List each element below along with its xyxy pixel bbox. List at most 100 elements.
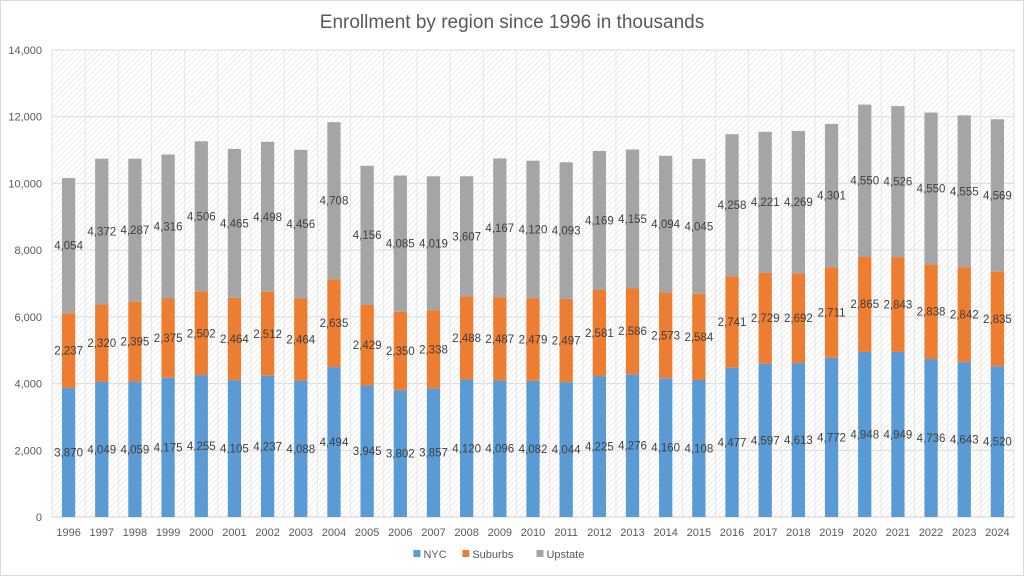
bar-upstate-2006 <box>393 175 407 312</box>
bar-suburbs-2005 <box>360 304 374 386</box>
bar-nyc-2020 <box>858 351 872 517</box>
bar-upstate-2023 <box>957 115 971 268</box>
bar-nyc-2019 <box>824 357 839 517</box>
data-label-upstate-2024: 4,569 <box>983 190 1012 202</box>
x-tick-label: 2015 <box>687 527 711 539</box>
data-label-suburbs-1996: 2,237 <box>54 346 83 358</box>
data-label-upstate-2003: 4,456 <box>286 219 315 231</box>
x-tick-label: 1996 <box>56 527 80 539</box>
data-label-suburbs-2020: 2,865 <box>850 299 879 311</box>
data-label-upstate-1997: 4,372 <box>87 227 116 239</box>
bar-upstate-1999 <box>161 154 175 299</box>
x-tick-label: 2014 <box>653 527 677 539</box>
x-tick-label: 2019 <box>819 527 843 539</box>
bar-upstate-1998 <box>128 158 142 302</box>
data-label-nyc-2017: 4,597 <box>751 435 780 447</box>
x-tick-label: 2004 <box>322 527 346 539</box>
x-tick-label: 2018 <box>786 527 810 539</box>
bar-suburbs-1998 <box>128 301 142 382</box>
x-tick-label: 2005 <box>355 527 379 539</box>
bar-upstate-1997 <box>95 158 109 305</box>
data-label-nyc-2004: 4,494 <box>320 437 349 449</box>
bar-nyc-2003 <box>294 380 308 517</box>
bar-suburbs-2021 <box>891 257 905 352</box>
bar-nyc-2009 <box>493 380 507 517</box>
data-label-nyc-2005: 3,945 <box>353 446 382 458</box>
data-label-nyc-2020: 4,948 <box>850 429 879 441</box>
bar-suburbs-1999 <box>161 298 175 378</box>
x-tick-label: 2008 <box>454 527 478 539</box>
data-label-nyc-2006: 3,802 <box>386 449 415 461</box>
bar-nyc-2008 <box>460 379 474 517</box>
data-label-suburbs-2003: 2,464 <box>286 335 315 347</box>
data-label-nyc-2023: 4,643 <box>950 435 979 447</box>
legend-label-suburbs: Suburbs <box>472 549 513 561</box>
data-label-upstate-2013: 4,155 <box>618 214 647 226</box>
bar-nyc-1999 <box>161 377 175 517</box>
data-label-suburbs-2017: 2,729 <box>751 313 780 325</box>
x-tick-label: 2000 <box>189 527 213 539</box>
data-label-nyc-2009: 4,096 <box>485 444 514 456</box>
data-label-nyc-2002: 4,237 <box>253 441 282 453</box>
bar-upstate-2003 <box>294 149 308 299</box>
bar-suburbs-2003 <box>294 298 308 381</box>
bar-nyc-2023 <box>957 362 971 517</box>
data-label-nyc-1996: 3,870 <box>54 447 83 459</box>
bar-suburbs-1997 <box>95 304 109 382</box>
data-label-nyc-2012: 4,225 <box>585 442 614 454</box>
data-label-nyc-2014: 4,160 <box>651 443 680 455</box>
bar-nyc-2004 <box>327 367 341 517</box>
bar-nyc-2006 <box>393 390 407 517</box>
data-label-upstate-1996: 4,054 <box>54 241 83 253</box>
x-tick-label: 2011 <box>554 527 578 539</box>
bar-nyc-2024 <box>990 366 1005 517</box>
x-tick-label: 2021 <box>886 527 910 539</box>
bar-upstate-2016 <box>725 134 739 277</box>
y-tick-label: 6,000 <box>14 312 42 324</box>
x-tick-label: 2013 <box>620 527 644 539</box>
bar-suburbs-2010 <box>526 298 540 381</box>
data-label-nyc-2016: 4,477 <box>718 437 747 449</box>
data-label-upstate-2006: 4,085 <box>386 239 415 251</box>
data-label-upstate-2017: 4,221 <box>751 197 780 209</box>
data-label-suburbs-2011: 2,497 <box>552 335 581 347</box>
x-tick-label: 2022 <box>919 527 943 539</box>
data-label-nyc-1998: 4,059 <box>121 444 150 456</box>
bar-nyc-2021 <box>891 351 905 517</box>
bar-upstate-1996 <box>61 178 76 314</box>
y-tick-label: 4,000 <box>14 379 42 391</box>
y-tick-label: 14,000 <box>8 45 42 57</box>
bar-nyc-2017 <box>758 363 772 517</box>
data-label-upstate-2009: 4,167 <box>485 223 514 235</box>
data-label-suburbs-2016: 2,741 <box>718 317 747 329</box>
bar-nyc-2012 <box>592 376 606 517</box>
data-label-upstate-2023: 4,555 <box>950 186 979 198</box>
data-label-upstate-2020: 4,550 <box>850 175 879 187</box>
data-label-suburbs-2001: 2,464 <box>220 334 249 346</box>
data-label-upstate-2015: 4,045 <box>684 221 713 233</box>
data-labels: 3,870 2,237 4,054 4,049 2,320 4,372 4,059 2,395… <box>54 175 1012 460</box>
data-label-suburbs-2008: 2,488 <box>452 333 481 345</box>
data-label-nyc-2015: 4,108 <box>684 443 713 455</box>
bar-suburbs-2008 <box>460 296 474 380</box>
bar-suburbs-1996 <box>61 313 76 388</box>
data-label-suburbs-2005: 2,429 <box>353 340 382 352</box>
bar-suburbs-2001 <box>227 297 242 381</box>
bar-upstate-2018 <box>791 130 806 274</box>
bar-suburbs-2024 <box>990 271 1005 367</box>
bar-upstate-2022 <box>924 112 938 265</box>
bar-upstate-2004 <box>327 122 341 280</box>
bar-nyc-2000 <box>194 375 208 517</box>
bar-suburbs-2009 <box>493 297 507 381</box>
data-label-nyc-2000: 4,255 <box>187 441 216 453</box>
bar-suburbs-2014 <box>659 292 673 379</box>
bar-nyc-2011 <box>559 382 573 517</box>
bar-suburbs-2007 <box>426 310 441 389</box>
data-label-suburbs-1999: 2,375 <box>154 333 183 345</box>
data-label-nyc-2022: 4,736 <box>917 433 946 445</box>
data-label-upstate-2000: 4,506 <box>187 211 216 223</box>
data-label-upstate-2004: 4,708 <box>320 196 349 208</box>
data-label-nyc-2010: 4,082 <box>519 444 548 456</box>
bar-suburbs-2019 <box>824 267 839 358</box>
